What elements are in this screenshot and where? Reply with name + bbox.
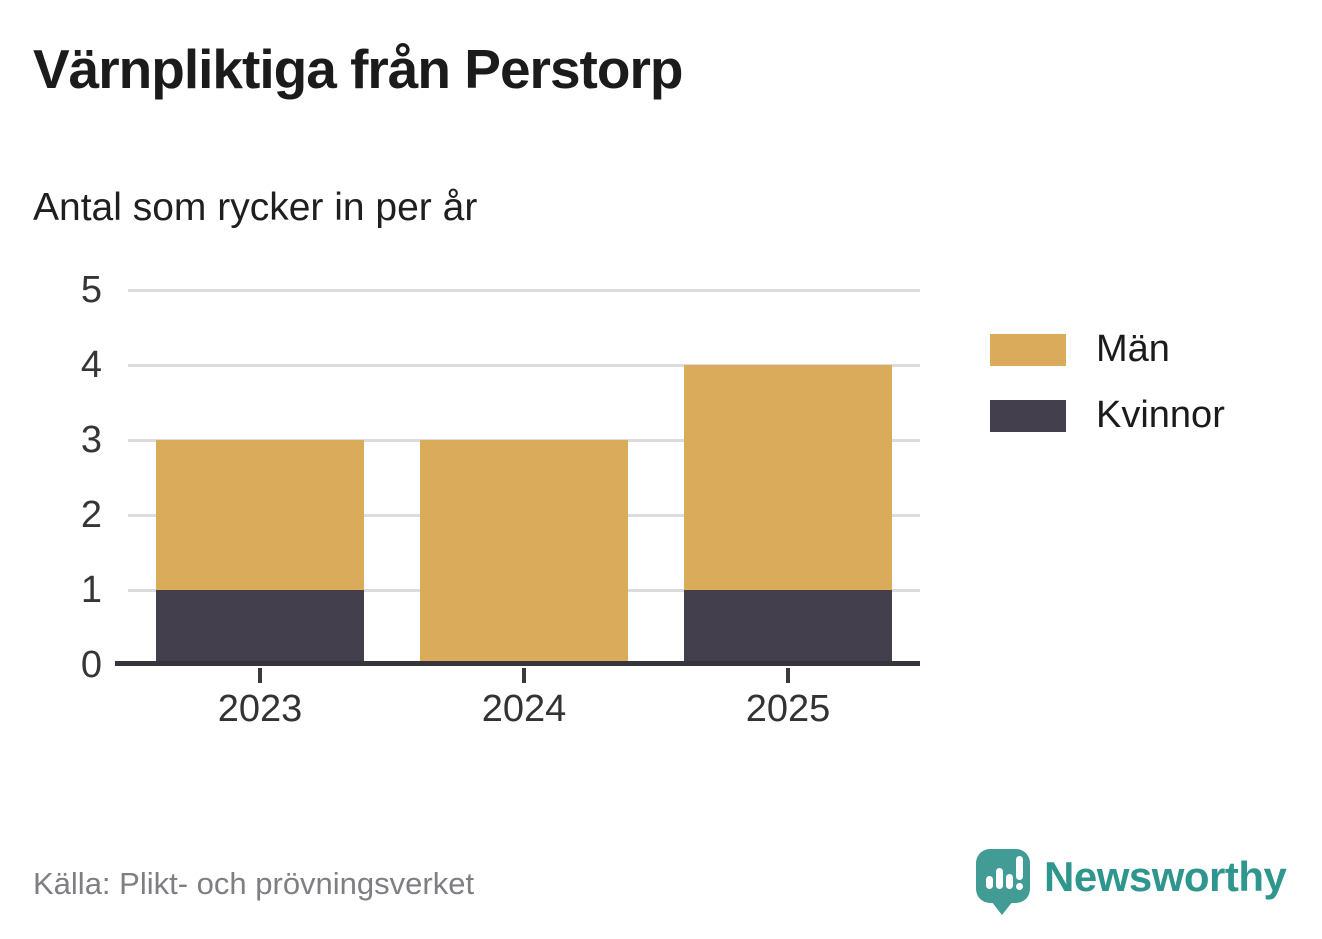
category-slot: 2024 (392, 290, 656, 730)
bar-segment-kvinnor (684, 590, 892, 665)
stacked-bar-2025 (684, 365, 892, 665)
stacked-bar-2023 (156, 440, 364, 665)
x-axis-tick (522, 668, 526, 683)
y-axis-tick-label: 5 (80, 269, 102, 311)
y-axis-tick-label: 0 (80, 644, 102, 686)
bar-segment-män (156, 440, 364, 590)
source-note: Källa: Plikt- och prövningsverket (33, 866, 475, 901)
legend-swatch (990, 399, 1066, 432)
legend-item-män: Män (990, 328, 1225, 371)
logo-bar-icon (1006, 874, 1013, 889)
bar-segment-män (420, 440, 628, 665)
legend-swatch (990, 333, 1066, 366)
x-axis-tick (258, 668, 262, 683)
y-axis-tick-label: 2 (80, 494, 102, 536)
logo-exclamation-icon (1016, 856, 1023, 880)
logo-bar-icon (996, 868, 1003, 889)
category-slot: 2023 (128, 290, 392, 730)
bar-segment-män (684, 365, 892, 590)
x-axis-tick (786, 668, 790, 683)
bars-row: 2023 2024 2025 (128, 290, 920, 730)
legend-item-kvinnor: Kvinnor (990, 394, 1225, 437)
brand-name: Newsworthy (1044, 853, 1287, 900)
newsworthy-logo-icon (976, 849, 1030, 915)
chart-title: Värnpliktiga från Perstorp (33, 38, 683, 100)
bar-segment-kvinnor (156, 590, 364, 665)
x-axis-tick-label: 2024 (481, 688, 567, 730)
brand: Newsworthy (976, 849, 1287, 915)
y-axis-labels: 0 1 2 3 4 5 (30, 269, 102, 740)
x-axis-tick-label: 2023 (217, 688, 303, 730)
x-axis-line (115, 661, 920, 666)
stacked-bar-chart: 0 1 2 3 4 5 2023 2024 2025 (30, 269, 920, 740)
chart-subtitle: Antal som rycker in per år (33, 186, 478, 229)
y-axis-tick-label: 4 (80, 344, 102, 386)
speech-bubble-tail (991, 901, 1013, 915)
legend-label: Kvinnor (1096, 394, 1225, 436)
logo-bar-icon (986, 876, 993, 889)
x-axis-tick-label: 2025 (745, 688, 831, 730)
y-axis-tick-label: 1 (80, 569, 102, 611)
gridline (128, 364, 920, 367)
legend-label: Män (1096, 328, 1170, 370)
legend: Män Kvinnor (990, 328, 1225, 437)
stacked-bar-2024 (420, 440, 628, 665)
logo-exclamation-dot (1016, 883, 1023, 890)
category-slot: 2025 (656, 290, 920, 730)
gridline (128, 289, 920, 292)
y-axis-tick-label: 3 (80, 419, 102, 461)
